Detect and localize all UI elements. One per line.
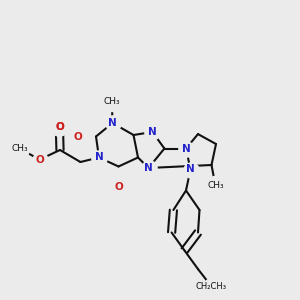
Text: N: N <box>186 164 195 175</box>
Text: N: N <box>144 163 153 173</box>
Text: O: O <box>55 122 64 133</box>
Text: O: O <box>114 182 123 193</box>
Text: CH₃: CH₃ <box>11 144 28 153</box>
Text: O: O <box>35 154 44 165</box>
Text: N: N <box>182 143 190 154</box>
Text: O: O <box>73 131 82 142</box>
Text: CH₃: CH₃ <box>207 181 224 190</box>
Text: N: N <box>94 152 103 163</box>
Text: CH₃: CH₃ <box>103 98 120 106</box>
Text: N: N <box>108 118 117 128</box>
Text: O: O <box>55 122 64 133</box>
Text: N: N <box>148 127 157 137</box>
Text: CH₂CH₃: CH₂CH₃ <box>196 282 227 291</box>
